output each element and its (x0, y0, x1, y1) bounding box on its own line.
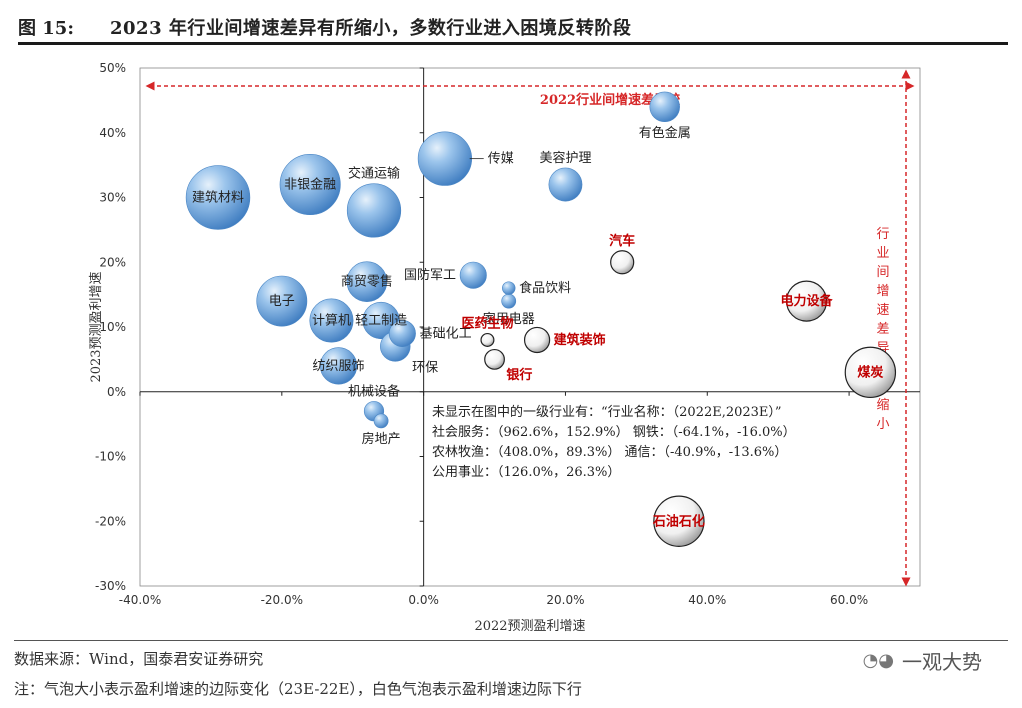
y-tick-label: 0% (107, 385, 126, 399)
y-tick-label: 20% (99, 255, 126, 269)
watermark-text: 一观大势 (902, 650, 982, 674)
vertical-arrow-label-char: 间 (876, 265, 889, 280)
bubble-纺织服饰 (319, 347, 358, 385)
bubble-label: 食品饮料 (519, 280, 571, 296)
y-tick-label: 40% (99, 126, 126, 140)
axes: -30% -20% -10% 0% 10% 20% 30% 40% 50% -40.0% -20.0… (89, 61, 920, 634)
y-tick-label: -20% (95, 514, 126, 528)
bubble-label: 交通运输 (348, 166, 400, 182)
bubble-label: 房地产 (362, 431, 401, 447)
bubble-传媒 (417, 131, 473, 186)
bubble-label: 非银金融 (284, 177, 336, 193)
vertical-arrow-label-char: 业 (876, 246, 889, 261)
bubble-家用电器 (501, 293, 517, 309)
bubble-label: 电子 (269, 294, 295, 309)
bubble-建筑材料 (185, 165, 251, 230)
bubble-chart: -30% -20% -10% 0% 10% 20% 30% 40% 50% -40.0% -20.0… (89, 61, 921, 634)
bubble-label: 建筑材料 (192, 190, 244, 206)
bubble-label: 家用电器 (483, 311, 535, 327)
y-axis-label: 2023预测盈利增速 (89, 271, 104, 382)
bubble-label: 环保 (412, 360, 438, 375)
bubble-label: 美容护理 (539, 150, 591, 166)
bubble-建筑装饰 (523, 326, 551, 354)
bubble-label: 基础化工 (420, 326, 472, 341)
bubble-label: 煤炭 (857, 364, 883, 380)
x-axis-label: 2022预测盈利增速 (474, 619, 585, 634)
figure-title: 2023 年行业间增速差异有所缩小，多数行业进入困境反转阶段 (110, 18, 632, 39)
bubble-计算机 (309, 298, 354, 343)
horizontal-arrow-label: 2022行业间增速差异较 (540, 92, 680, 108)
bubble-食品饮料 (502, 281, 516, 295)
vertical-arrow-label-char: 速 (876, 303, 889, 318)
x-tick-label: 0.0% (408, 593, 439, 607)
legend-line: 社会服务：（962.6%，152.9%） 钢铁：（-64.1%，-16.0%） (432, 424, 796, 440)
vertical-arrow-label-char: 小 (876, 417, 889, 432)
bubble-基础化工 (388, 319, 416, 347)
legend-line: 公用事业：（126.0%，26.3%） (432, 465, 620, 480)
bubble-国防军工 (459, 261, 487, 289)
legend-note: 未显示在图中的一级行业有：“行业名称：（2022E,2023E）” 社会服务：（9… (432, 404, 796, 480)
x-tick-label: -20.0% (261, 593, 303, 607)
chart-note: 注：气泡大小表示盈利增速的边际变化（23E-22E），白色气泡表示盈利增速边际下… (14, 680, 582, 698)
bubble-房地产 (373, 413, 389, 429)
plot-frame (139, 67, 921, 587)
bubble-label: 传媒 (488, 152, 514, 167)
bubble-label: 纺织服饰 (313, 359, 365, 374)
x-tick-label: -40.0% (119, 593, 161, 607)
bubble-label: 石油石化 (652, 513, 705, 529)
bubble-煤炭 (844, 346, 897, 399)
y-tick-label: -30% (95, 579, 126, 593)
bubble-label: 医药生物 (461, 316, 513, 332)
bubble-label: 银行 (506, 367, 532, 383)
x-tick-label: 20.0% (546, 593, 584, 607)
bubble-美容护理 (548, 167, 583, 202)
bubble-石油石化 (653, 495, 705, 547)
y-tick-label: -10% (95, 450, 126, 464)
bubble-label: 有色金属 (639, 125, 691, 141)
bubble-交通运输 (346, 183, 402, 238)
bubble-汽车 (610, 250, 635, 275)
vertical-arrow-label-char: 增 (876, 284, 889, 299)
bubble-label: 建筑装饰 (554, 332, 606, 348)
bubble-非银金融 (279, 154, 341, 216)
bubble-有色金属 (649, 91, 680, 123)
legend-line: 农林牧渔：（408.0%，89.3%） 通信：（-40.9%，-13.6%） (432, 445, 787, 460)
figure-number: 图 15: (18, 18, 74, 39)
bubble-label: 机械设备 (348, 383, 400, 399)
bubble-label: 轻工制造 (355, 314, 407, 329)
bubble-label: 商贸零售 (341, 274, 393, 290)
data-source: 数据来源：Wind，国泰君安证券研究 (14, 640, 1008, 669)
vertical-arrow-label-char: 缩 (876, 397, 889, 413)
watermark: ◔◕ 一观大势 (863, 646, 982, 675)
bubble-商贸零售 (346, 261, 388, 302)
legend-line: 未显示在图中的一级行业有：“行业名称：（2022E,2023E）” (432, 404, 782, 420)
bubble-label: 汽车 (609, 233, 635, 249)
bubble-label: 计算机 (312, 314, 351, 329)
x-tick-label: 60.0% (830, 593, 868, 607)
figure-header: 图 15: 2023 年行业间增速差异有所缩小，多数行业进入困境反转阶段 (18, 8, 1008, 45)
bubble-电力设备 (785, 280, 828, 322)
bubble-电子 (256, 275, 308, 327)
y-tick-label: 10% (99, 320, 126, 334)
wechat-icon: ◔◕ (862, 650, 894, 671)
x-tick-label: 40.0% (688, 593, 726, 607)
annotations: 2022行业间增速差异较行业间增速差异有所缩小 (145, 69, 915, 587)
bubble-label: 电力设备 (781, 293, 834, 309)
vertical-arrow-label-char: 差 (876, 322, 889, 337)
y-tick-label: 30% (99, 191, 126, 205)
bubble-医药生物 (480, 332, 495, 347)
y-tick-label: 50% (99, 61, 126, 75)
vertical-arrow-label-char: 行 (876, 227, 889, 242)
bubble-label: 国防军工 (404, 267, 456, 283)
bubble-银行 (484, 348, 505, 370)
